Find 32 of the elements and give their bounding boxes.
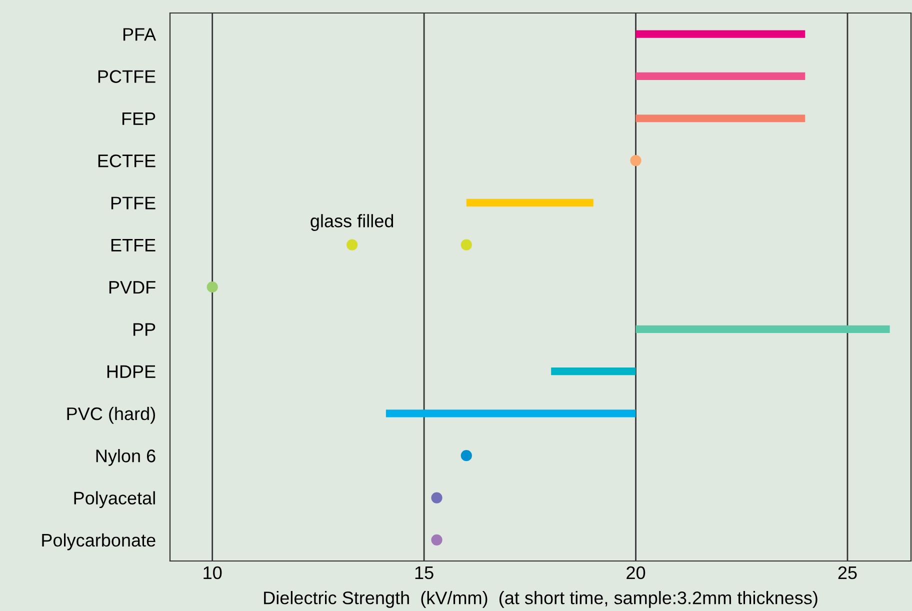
annotation: glass filled <box>310 214 394 231</box>
y-tick-label: Polycarbonate <box>42 533 156 550</box>
x-tick-label: 15 <box>415 566 434 580</box>
point <box>460 450 472 462</box>
x-tick-label: 20 <box>626 566 646 580</box>
y-tick-label: Polyacetal <box>74 491 155 508</box>
bar <box>636 72 806 80</box>
bar <box>636 114 806 122</box>
bar <box>636 30 806 38</box>
y-tick-label: Nylon 6 <box>96 449 156 466</box>
x-tick-label: 25 <box>838 566 857 580</box>
y-tick-label: PTFE <box>111 196 156 210</box>
y-tick-label: HDPE <box>107 365 156 378</box>
point <box>431 534 442 546</box>
point <box>206 281 218 293</box>
point <box>630 154 642 166</box>
point <box>431 492 442 504</box>
y-tick-label: FEP <box>122 112 156 125</box>
y-tick-label: PP <box>134 323 156 336</box>
bar <box>636 325 890 333</box>
x-axis-title: Dielectric Strength (kV/mm) (at short time, sample:3.2mm thickness) <box>264 591 818 608</box>
y-tick-label: PCTFE <box>98 70 156 83</box>
y-tick-label: ETFE <box>111 238 156 252</box>
y-tick-label: PVDF <box>109 281 156 294</box>
bar <box>466 198 594 206</box>
bar <box>551 368 636 376</box>
y-tick-label: PFA <box>123 28 156 41</box>
x-tick-label: 10 <box>204 566 222 580</box>
point <box>346 239 358 250</box>
y-tick-label: PVC (hard) <box>67 406 155 424</box>
bar <box>386 410 636 418</box>
y-tick-label: ECTFE <box>98 154 156 168</box>
